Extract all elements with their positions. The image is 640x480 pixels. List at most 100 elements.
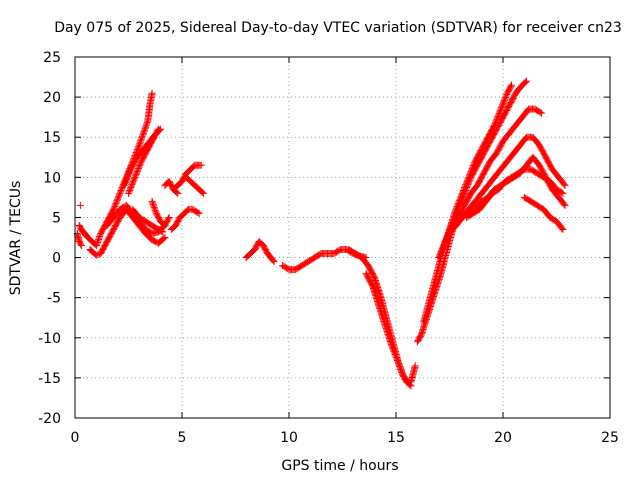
data-point-trail [96, 232, 104, 240]
data-point-trail [440, 240, 448, 248]
data-point-trail [142, 123, 150, 131]
data-point [92, 242, 100, 250]
data-point-trail [502, 92, 510, 100]
data-point-trail [536, 108, 544, 116]
data-point-trail [124, 173, 132, 181]
tick-labels: 0 5 10 15 20 25 -20 -15 -10 -5 0 5 10 15 20 25 [38, 50, 619, 446]
data-point-trail [134, 165, 142, 173]
data-point [411, 362, 419, 370]
data-point [110, 205, 118, 213]
data-point-trail [141, 125, 149, 133]
data-point-trail [125, 170, 133, 178]
y-tick-label: -10 [38, 331, 61, 347]
data-point [270, 258, 278, 266]
data-point [559, 225, 567, 233]
data-point-trail [396, 362, 404, 370]
data-point-trail [494, 112, 502, 120]
data-point-trail [139, 131, 147, 139]
data-point-trail [93, 240, 101, 248]
data-point-trail [127, 184, 135, 192]
data-point-trail [158, 227, 166, 235]
data-point-trail [173, 188, 181, 196]
data-point-trail [497, 104, 505, 112]
data-point-trail [151, 206, 159, 214]
data-point-trail [150, 202, 158, 210]
data-point-trail [114, 195, 122, 203]
data-point [435, 254, 443, 262]
data-point [508, 81, 516, 89]
data-point [388, 342, 396, 350]
data-point-trail [142, 122, 150, 130]
data-point-trail [460, 191, 468, 199]
data-point-trail [138, 132, 146, 140]
data-point-trail [465, 179, 473, 187]
data-point-trail [137, 137, 145, 145]
y-tick-label: 20 [43, 90, 61, 106]
data-point-trail [269, 256, 277, 264]
data-point-trail [560, 180, 568, 188]
x-tick-label: 20 [494, 430, 512, 446]
data-point-trail [463, 182, 471, 190]
data-point-trail [152, 208, 160, 216]
data-point [125, 189, 132, 197]
data-point-trail [94, 237, 102, 245]
data-point-trail [124, 171, 132, 179]
data-point-trail [118, 185, 126, 193]
data-point-trail [458, 197, 466, 205]
data-point-trail [501, 95, 509, 103]
data-point-trail [160, 234, 168, 242]
data-point-trail [117, 188, 125, 196]
data-point-trail [391, 351, 399, 359]
data-point-trail [499, 101, 507, 109]
data-point-trail [93, 239, 101, 247]
data-point [92, 251, 100, 259]
y-tick-label: -15 [38, 371, 61, 387]
data-point [76, 201, 84, 209]
data-point-trail [459, 194, 467, 202]
data-point-trail [151, 205, 159, 213]
data-point-trail [502, 93, 510, 101]
data-point-trail [110, 204, 118, 212]
x-tick-label: 10 [280, 430, 298, 446]
data-point-trail [156, 126, 164, 134]
data-point-trail [112, 198, 120, 206]
data-point-trail [558, 189, 566, 197]
data-point-trail [115, 192, 123, 200]
data-point-trail [129, 179, 137, 187]
x-tick-label: 25 [601, 430, 619, 446]
data-point-trail [137, 135, 145, 143]
data-point-trail [117, 186, 125, 194]
data-point-trail [95, 234, 103, 242]
data-point [165, 213, 173, 221]
data-point-trail [135, 163, 143, 171]
data-point-trail [438, 246, 446, 254]
data-point-trail [133, 146, 141, 154]
data-point-trail [393, 355, 401, 363]
chart-title: Day 075 of 2025, Sidereal Day-to-day VTE… [54, 20, 622, 36]
data-point-trail [135, 143, 143, 151]
y-tick-label: -5 [47, 291, 61, 307]
data-point [161, 234, 169, 241]
data-point-trail [390, 348, 398, 356]
data-point-trail [493, 114, 501, 122]
y-tick-label: 5 [52, 210, 61, 226]
data-point-trail [95, 236, 103, 244]
data-point [561, 181, 569, 189]
data-point-trail [126, 185, 134, 193]
data-point-trail [439, 242, 447, 250]
data-point-trail [123, 174, 131, 182]
data-point [77, 242, 85, 250]
data-point-trail [466, 176, 474, 184]
data-point-trail [437, 249, 445, 257]
data-point [561, 201, 569, 209]
data-point [197, 161, 205, 169]
data-point-trail [134, 166, 142, 174]
data-point-trail [389, 346, 397, 354]
data-point [120, 181, 128, 189]
data-point-trail [439, 243, 447, 251]
data-point-trail [389, 345, 397, 353]
data-point [199, 189, 207, 197]
y-tick-label: 25 [43, 50, 61, 66]
data-point-trail [126, 186, 134, 194]
